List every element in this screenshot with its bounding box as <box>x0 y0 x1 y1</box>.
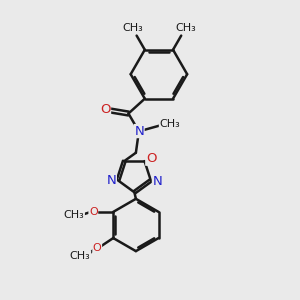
Text: N: N <box>106 174 116 187</box>
Text: CH₃: CH₃ <box>159 119 180 129</box>
Text: CH₃: CH₃ <box>175 23 196 33</box>
Text: O: O <box>93 243 102 253</box>
Text: O: O <box>89 207 98 217</box>
Text: N: N <box>134 124 144 138</box>
Text: CH₃: CH₃ <box>70 251 91 261</box>
Text: CH₃: CH₃ <box>122 23 143 33</box>
Text: CH₃: CH₃ <box>64 210 84 220</box>
Text: N: N <box>152 176 162 188</box>
Text: O: O <box>100 103 110 116</box>
Text: O: O <box>146 152 156 165</box>
